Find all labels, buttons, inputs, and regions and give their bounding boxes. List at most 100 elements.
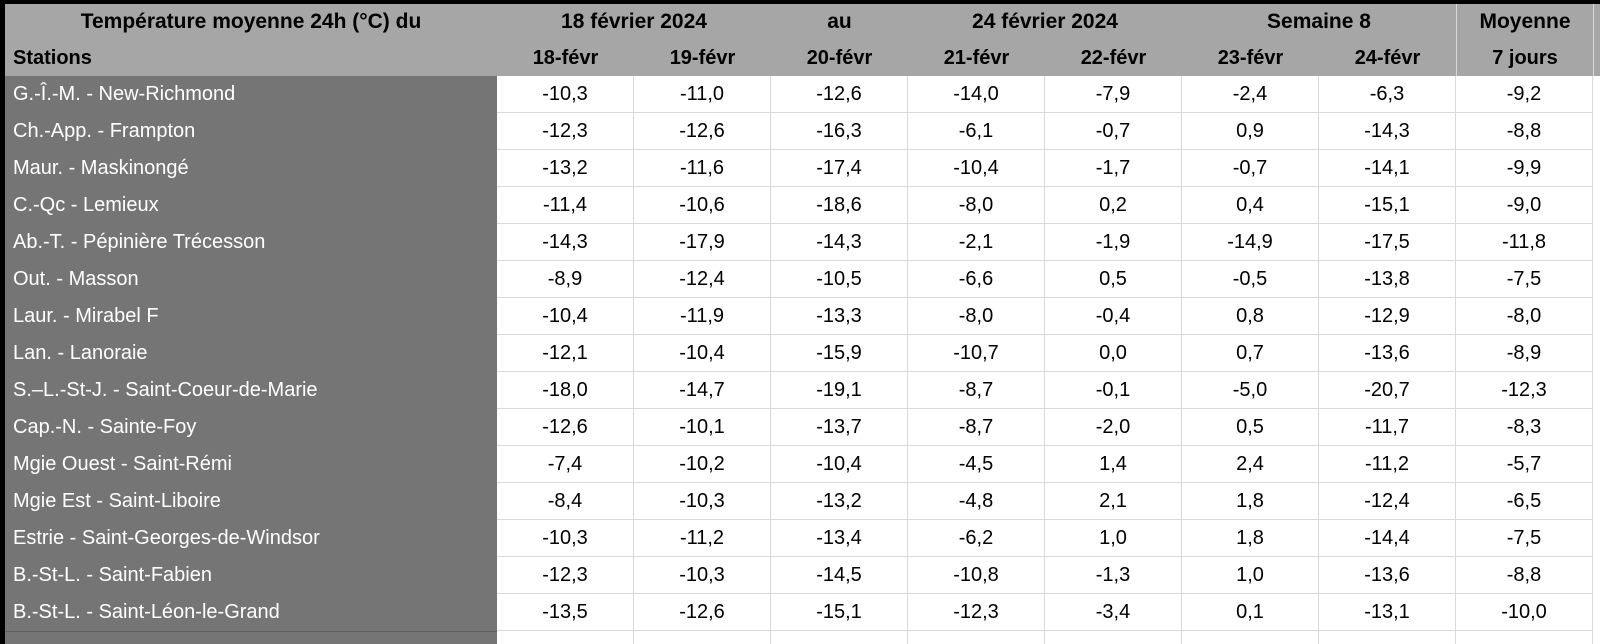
value-cell[interactable]: 0,5 (1045, 261, 1182, 298)
value-cell[interactable]: -10,3 (497, 520, 634, 557)
station-cell[interactable]: Ch.-App. - Frampton (5, 113, 497, 150)
value-cell[interactable]: -13,8 (1319, 261, 1456, 298)
day-header[interactable]: 18-févr (497, 40, 634, 76)
value-cell[interactable]: -5,0 (1182, 372, 1319, 409)
value-cell[interactable]: -12,4 (1319, 483, 1456, 520)
station-cell[interactable]: Cap.-N. - Sainte-Foy (5, 409, 497, 446)
value-cell[interactable]: -18,0 (497, 372, 634, 409)
value-cell[interactable]: -12,6 (634, 594, 771, 631)
value-cell[interactable]: 0,8 (1182, 298, 1319, 335)
average-header-subtitle[interactable]: 7 jours (1456, 40, 1593, 76)
station-cell[interactable]: Out. - Masson (5, 261, 497, 298)
value-cell[interactable]: -13,2 (497, 150, 634, 187)
day-header[interactable]: 22-févr (1045, 40, 1182, 76)
value-cell[interactable]: -10,0 (1456, 594, 1593, 631)
value-cell[interactable]: -14,0 (908, 76, 1045, 113)
value-cell[interactable]: -10,1 (634, 409, 771, 446)
value-cell[interactable]: -10,6 (634, 187, 771, 224)
value-cell[interactable]: 0,1 (1182, 594, 1319, 631)
value-cell[interactable]: -2,4 (1182, 76, 1319, 113)
value-cell[interactable]: -8,0 (908, 298, 1045, 335)
value-cell[interactable]: -14,7 (634, 372, 771, 409)
value-cell[interactable]: -4,5 (908, 446, 1045, 483)
value-cell[interactable]: -6,2 (908, 520, 1045, 557)
value-cell[interactable]: -12,3 (497, 557, 634, 594)
value-cell[interactable]: -11,4 (497, 187, 634, 224)
day-header[interactable]: 20-févr (771, 40, 908, 76)
value-cell[interactable]: -8,8 (1456, 557, 1593, 594)
value-cell[interactable]: -8,0 (1456, 298, 1593, 335)
value-cell[interactable]: -11,0 (634, 76, 771, 113)
station-cell[interactable]: Laur. - Mirabel F (5, 298, 497, 335)
value-cell[interactable]: -6,3 (1319, 76, 1456, 113)
day-header[interactable]: 24-févr (1319, 40, 1456, 76)
value-cell[interactable]: -12,9 (1319, 298, 1456, 335)
value-cell[interactable]: 0,2 (1045, 187, 1182, 224)
average-header-title[interactable]: Moyenne (1456, 4, 1593, 40)
day-header[interactable]: 21-févr (908, 40, 1045, 76)
station-cell[interactable]: B.-St-L. - Saint-Fabien (5, 557, 497, 594)
value-cell[interactable]: -16,3 (771, 113, 908, 150)
value-cell[interactable]: -9,2 (1456, 76, 1593, 113)
value-cell[interactable]: -11,7 (1319, 409, 1456, 446)
value-cell[interactable]: -8,9 (497, 261, 634, 298)
value-cell[interactable]: -8,7 (908, 409, 1045, 446)
value-cell[interactable]: -17,4 (771, 150, 908, 187)
value-cell[interactable]: -11,8 (1456, 224, 1593, 261)
value-cell[interactable]: 2,4 (1182, 446, 1319, 483)
value-cell[interactable]: -11,6 (634, 150, 771, 187)
value-cell[interactable]: -12,3 (1456, 372, 1593, 409)
value-cell[interactable]: -0,1 (1045, 372, 1182, 409)
value-cell[interactable]: 1,0 (1182, 557, 1319, 594)
value-cell[interactable]: -9,9 (1456, 150, 1593, 187)
value-cell[interactable]: -18,6 (771, 187, 908, 224)
value-cell[interactable]: -8,0 (908, 187, 1045, 224)
value-cell[interactable]: -10,4 (908, 150, 1045, 187)
value-cell[interactable]: -3,4 (1045, 594, 1182, 631)
day-header[interactable]: 19-févr (634, 40, 771, 76)
period-end-date[interactable]: 24 février 2024 (908, 4, 1182, 40)
value-cell[interactable]: -0,4 (1045, 298, 1182, 335)
value-cell[interactable]: -13,6 (1319, 557, 1456, 594)
stations-column-header[interactable]: Stations (5, 40, 497, 76)
value-cell[interactable]: 1,4 (1045, 446, 1182, 483)
value-cell[interactable]: -13,4 (771, 520, 908, 557)
value-cell[interactable]: -14,3 (1319, 113, 1456, 150)
value-cell[interactable]: -10,4 (497, 298, 634, 335)
value-cell[interactable]: 0,5 (1182, 409, 1319, 446)
value-cell[interactable]: -7,4 (497, 446, 634, 483)
value-cell[interactable]: -19,1 (771, 372, 908, 409)
value-cell[interactable]: -10,8 (908, 557, 1045, 594)
value-cell[interactable]: -2,0 (1045, 409, 1182, 446)
value-cell[interactable]: -1,9 (1045, 224, 1182, 261)
value-cell[interactable]: -0,5 (1182, 261, 1319, 298)
value-cell[interactable]: -14,3 (771, 224, 908, 261)
station-cell[interactable]: Mgie Ouest - Saint-Rémi (5, 446, 497, 483)
value-cell[interactable]: -13,5 (497, 594, 634, 631)
value-cell[interactable]: -14,4 (1319, 520, 1456, 557)
value-cell[interactable]: -7,5 (1456, 261, 1593, 298)
value-cell[interactable]: -13,3 (771, 298, 908, 335)
value-cell[interactable]: -7,5 (1456, 520, 1593, 557)
period-start-date[interactable]: 18 février 2024 (497, 4, 771, 40)
station-cell[interactable]: Estrie - Saint-Georges-de-Windsor (5, 520, 497, 557)
value-cell[interactable]: -8,7 (908, 372, 1045, 409)
period-connector[interactable]: au (771, 4, 908, 40)
value-cell[interactable]: -13,6 (1319, 335, 1456, 372)
value-cell[interactable]: -5,7 (1456, 446, 1593, 483)
value-cell[interactable]: -0,7 (1045, 113, 1182, 150)
value-cell[interactable]: -10,4 (634, 335, 771, 372)
station-cell[interactable]: Maur. - Maskinongé (5, 150, 497, 187)
station-cell[interactable]: C.-Qc - Lemieux (5, 187, 497, 224)
value-cell[interactable]: -12,4 (634, 261, 771, 298)
value-cell[interactable]: -14,9 (1182, 224, 1319, 261)
value-cell[interactable]: -20,7 (1319, 372, 1456, 409)
value-cell[interactable]: -12,3 (497, 113, 634, 150)
value-cell[interactable]: -12,1 (497, 335, 634, 372)
value-cell[interactable]: 1,8 (1182, 483, 1319, 520)
value-cell[interactable]: -14,3 (497, 224, 634, 261)
value-cell[interactable]: -13,1 (1319, 594, 1456, 631)
value-cell[interactable]: 1,8 (1182, 520, 1319, 557)
station-cell[interactable]: Mgie Est - Saint-Liboire (5, 483, 497, 520)
station-cell[interactable]: G.-Î.-M. - New-Richmond (5, 76, 497, 113)
